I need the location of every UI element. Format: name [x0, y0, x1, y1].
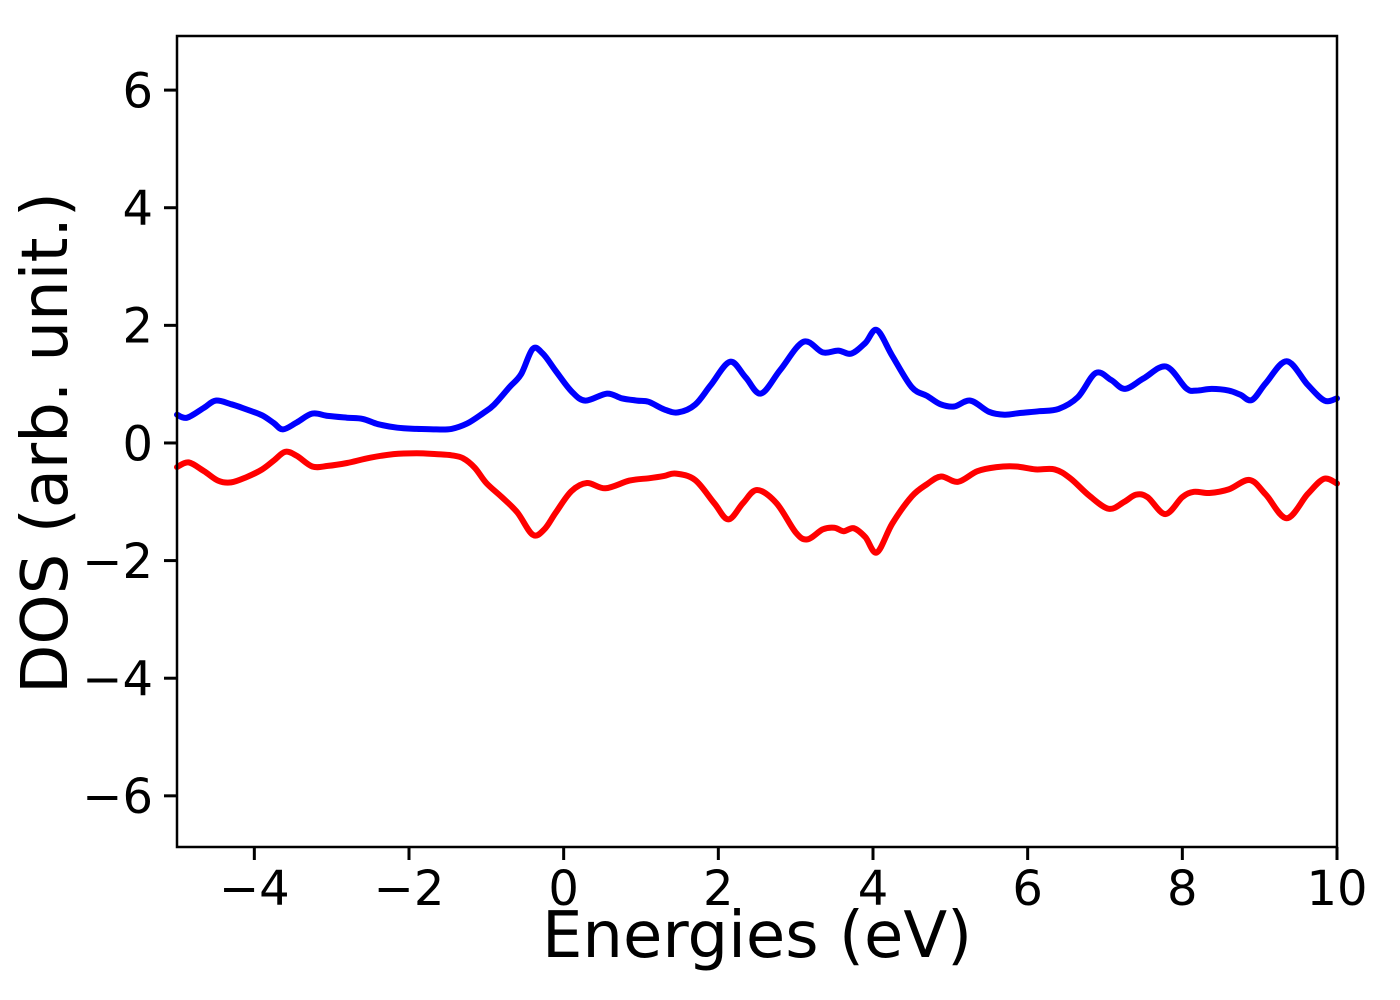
y-tick-label: −2 — [82, 534, 153, 590]
x-tick-label: 8 — [1167, 861, 1198, 917]
y-tick-label: 0 — [122, 416, 153, 472]
y-tick-label: −4 — [82, 651, 153, 707]
x-tick-label: 4 — [858, 861, 889, 917]
x-axis-label: Energies (eV) — [541, 899, 973, 973]
red-curve-line — [174, 448, 1340, 556]
y-tick-label: 6 — [122, 63, 153, 119]
x-tick-label: −4 — [219, 861, 290, 917]
x-tick-label: 6 — [1012, 861, 1043, 917]
y-axis-label: DOS (arb. unit.) — [9, 192, 83, 694]
y-tick-label: −6 — [82, 769, 153, 825]
plot-frame — [175, 34, 1339, 849]
x-tick-label: 0 — [548, 861, 579, 917]
x-tick-label: 10 — [1306, 861, 1367, 917]
x-tick-label: −2 — [374, 861, 445, 917]
blue-curve-line — [174, 326, 1340, 433]
y-tick-label: 4 — [122, 181, 153, 237]
x-tick-label: 2 — [703, 861, 734, 917]
y-tick-label: 2 — [122, 299, 153, 355]
